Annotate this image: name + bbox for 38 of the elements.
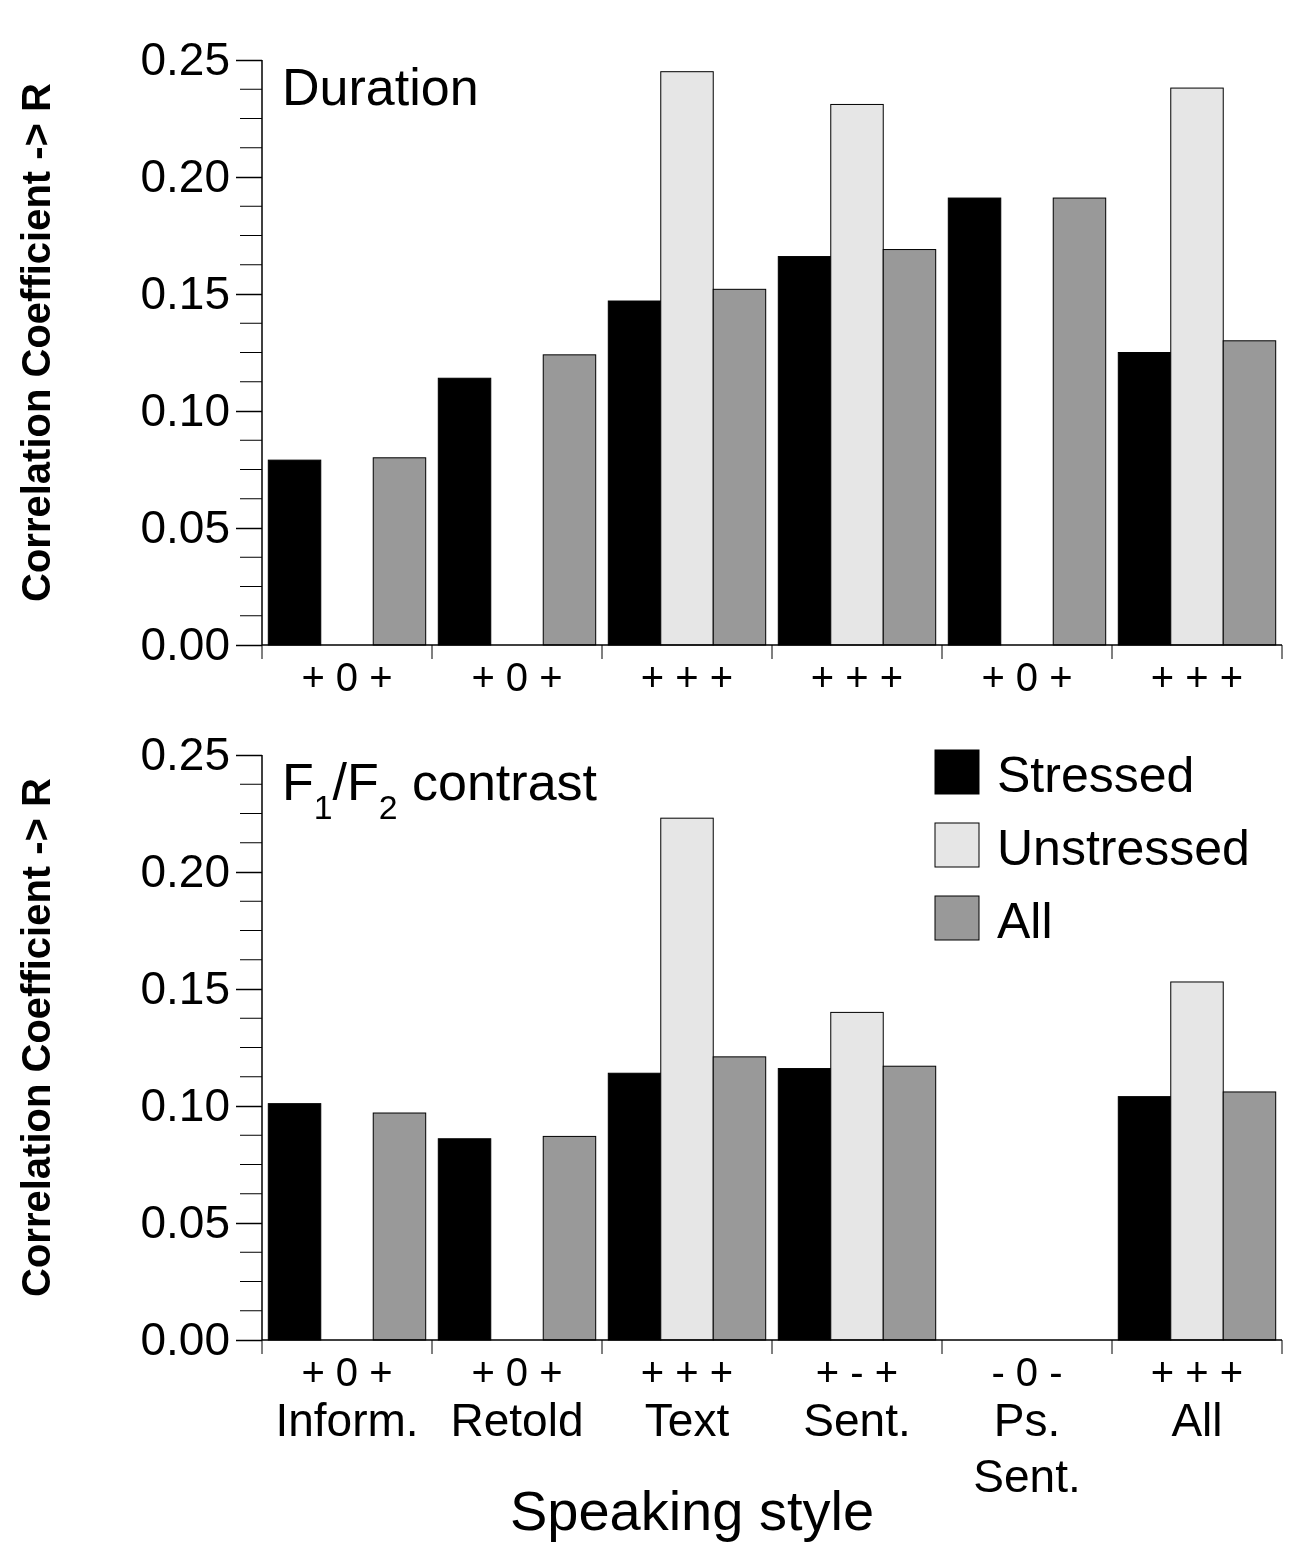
y-tick-label: 0.15 — [140, 962, 230, 1015]
x-tick-label: Inform. — [275, 1394, 419, 1446]
text: + + + — [1150, 655, 1244, 699]
x-tick-label: All — [1171, 1394, 1223, 1446]
legend-label: Unstressed — [997, 820, 1250, 876]
text: + + + — [810, 655, 904, 699]
y-tick-label: 0.25 — [140, 33, 230, 86]
y-tick-label: 0.05 — [140, 501, 230, 554]
text: + 0 + — [301, 655, 393, 699]
text: + + + — [640, 655, 734, 699]
chart-title: Duration — [282, 58, 479, 116]
text: + 0 + — [471, 655, 563, 699]
y-tick-label: 0.10 — [140, 1079, 230, 1132]
text: + - + — [815, 1350, 899, 1394]
x-axis-title: Speaking style — [509, 1479, 875, 1542]
x-tick-label: Retold — [450, 1394, 584, 1446]
y-tick-label: 0.20 — [140, 845, 230, 898]
text: + 0 + — [471, 1350, 563, 1394]
y-tick-label: 0.00 — [140, 618, 230, 671]
y-tick-label: 0.10 — [140, 384, 230, 437]
text: + 0 + — [301, 1350, 393, 1394]
x-tick-label: Sent. — [803, 1394, 911, 1446]
x-tick-label: Text — [644, 1394, 730, 1446]
x-tick-label: Ps. Sent. — [973, 1394, 1081, 1502]
y-tick-label: 0.20 — [140, 150, 230, 203]
y-tick-label: 0.05 — [140, 1196, 230, 1249]
y-axis-title: Correlation Coefficient -> R — [14, 82, 58, 602]
legend-label: Stressed — [997, 747, 1195, 803]
text: - 0 - — [991, 1350, 1063, 1394]
y-tick-label: 0.25 — [140, 728, 230, 781]
y-tick-label: 0.15 — [140, 267, 230, 320]
y-axis-title: Correlation Coefficient -> R — [14, 777, 58, 1297]
legend-label: All — [997, 893, 1053, 949]
y-tick-label: 0.00 — [140, 1313, 230, 1366]
chart-title: F$_{1}$/F$_{2}$ contrast — [282, 753, 598, 826]
text: + + + — [1150, 1350, 1244, 1394]
text: + 0 + — [981, 655, 1073, 699]
text: + + + — [640, 1350, 734, 1394]
